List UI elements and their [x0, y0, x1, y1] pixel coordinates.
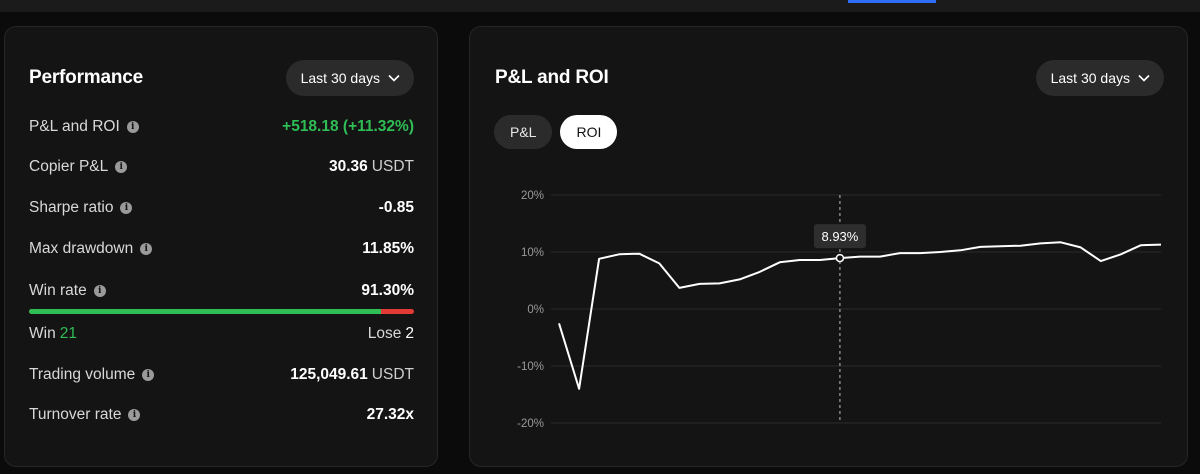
pnl-roi-period-dropdown[interactable]: Last 30 days — [1035, 60, 1164, 96]
win-rate-bar-fill — [29, 309, 381, 314]
metric-row-trading-volume: Trading volume i 125,049.61 USDT — [29, 364, 414, 386]
notice-link-underline[interactable] — [848, 0, 936, 3]
win-label: Win — [29, 325, 56, 342]
metric-label: Trading volume — [29, 366, 136, 383]
y-tick-label: -10% — [517, 361, 544, 373]
info-icon[interactable]: i — [128, 409, 141, 421]
metric-label: Copier P&L — [29, 158, 109, 175]
info-icon[interactable]: i — [115, 161, 128, 173]
performance-period-dropdown[interactable]: Last 30 days — [285, 60, 414, 96]
tooltip-box — [813, 224, 866, 249]
top-notice-bar — [0, 0, 1200, 12]
tooltip-value: 8.93% — [821, 229, 858, 244]
tab-roi[interactable]: ROI — [560, 115, 618, 149]
metric-unit: USDT — [371, 366, 414, 383]
pnl-roi-period-label: Last 30 days — [1050, 70, 1130, 86]
performance-title: Performance — [29, 67, 143, 88]
hover-point — [835, 253, 845, 263]
metric-label: Sharpe ratio — [29, 199, 114, 216]
roi-series-line — [558, 241, 1162, 390]
metric-value: 91.30% — [361, 282, 414, 299]
performance-card: Performance Last 30 days P&L and ROI i +5… — [4, 26, 438, 467]
y-tick-label: 10% — [521, 247, 544, 259]
metric-row-turnover-rate: Turnover rate i 27.32x — [29, 404, 414, 426]
metric-row-copier-pnl: Copier P&L i 30.36 USDT — [29, 156, 414, 178]
pnl-roi-title: P&L and ROI — [495, 67, 609, 88]
metric-value: 27.32x — [366, 406, 414, 423]
metric-value: -0.85 — [378, 199, 414, 216]
metric-row-max-drawdown: Max drawdown i 11.85% — [29, 238, 414, 260]
metric-row-pnl-roi: P&L and ROI i +518.18 (+11.32%) — [29, 116, 414, 138]
metric-label: P&L and ROI — [29, 118, 120, 135]
metric-unit: USDT — [371, 158, 414, 175]
chart-mode-toggle: P&L ROI — [494, 115, 618, 149]
info-icon[interactable]: i — [120, 202, 133, 214]
info-icon[interactable]: i — [142, 369, 155, 381]
roi-line-chart[interactable]: 20% 10% 0% -10% -20% 8.93% — [470, 27, 1189, 474]
metric-row-win-rate: Win rate i 91.30% — [29, 280, 414, 302]
metric-value: 11.85% — [362, 240, 414, 257]
info-icon[interactable]: i — [93, 285, 106, 297]
info-icon[interactable]: i — [126, 121, 139, 133]
y-tick-label: 0% — [527, 304, 544, 316]
performance-period-label: Last 30 days — [300, 70, 380, 86]
metric-label: Turnover rate — [29, 406, 122, 423]
lose-label: Lose — [367, 325, 402, 342]
y-tick-label: -20% — [517, 418, 544, 430]
metric-label: Max drawdown — [29, 240, 134, 257]
lose-count: 2 — [405, 325, 414, 342]
win-lose-row: Win 21 Lose 2 — [29, 323, 414, 345]
y-tick-label: 20% — [521, 190, 544, 202]
info-icon[interactable]: i — [140, 243, 153, 255]
metric-value: 125,049.61 — [290, 366, 368, 383]
win-rate-bar — [29, 309, 414, 314]
chevron-down-icon — [1138, 74, 1150, 82]
metric-row-sharpe-ratio: Sharpe ratio i -0.85 — [29, 197, 414, 219]
metric-value: 30.36 — [329, 158, 368, 175]
pnl-roi-card: P&L and ROI Last 30 days P&L ROI 20% 10% 0… — [469, 26, 1188, 467]
metric-value: +518.18 (+11.32%) — [282, 118, 414, 135]
tab-pnl[interactable]: P&L — [494, 115, 553, 149]
metric-label: Win rate — [29, 282, 87, 299]
win-count: 21 — [59, 325, 77, 342]
chevron-down-icon — [388, 74, 400, 82]
